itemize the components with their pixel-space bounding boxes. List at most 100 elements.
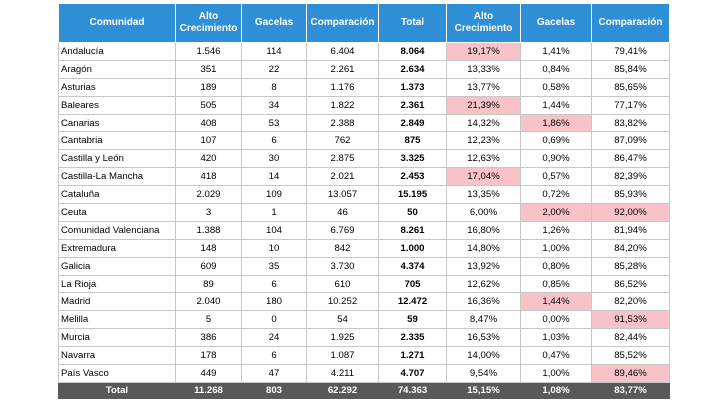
- cell-total: 59: [378, 310, 447, 330]
- cell-comunidad: Navarra: [58, 346, 176, 366]
- cell-comparacion-pct: 82,39%: [591, 167, 670, 187]
- cell-total: 50: [378, 203, 447, 222]
- table-body: Andalucía 1.546 114 6.404 8.064 19,17% 1,41% 79…: [58, 42, 670, 383]
- total-gacelas: 803: [241, 381, 307, 399]
- cell-comparacion-pct: 84,20%: [591, 238, 670, 258]
- cell-comparacion: 6.769: [306, 220, 379, 240]
- header-gacelas[interactable]: Gacelas: [241, 3, 307, 43]
- total-comparacion-pct: 83,77%: [591, 381, 670, 399]
- cell-comparacion: 1.176: [306, 77, 379, 97]
- table-row: Madrid 2.040 180 10.252 12.472 16,36% 1,44% 82,…: [58, 292, 670, 312]
- cell-gacelas-pct: 0,57%: [520, 167, 592, 187]
- cell-comunidad: Castilla y León: [58, 149, 176, 169]
- cell-comunidad: Galicia: [58, 256, 176, 276]
- cell-comunidad: Madrid: [58, 292, 176, 312]
- cell-comparacion: 2.875: [306, 149, 379, 169]
- cell-alto: 5: [175, 310, 242, 330]
- header-alto-crecimiento[interactable]: Alto Crecimiento: [175, 3, 242, 43]
- total-gacelas-pct: 1,08%: [520, 381, 592, 399]
- cell-comparacion: 3.730: [306, 256, 379, 276]
- table-row: Melilla 5 0 54 59 8,47% 0,00% 91,53%: [58, 310, 670, 330]
- cell-gacelas: 6: [241, 131, 307, 151]
- cell-comparacion: 1.925: [306, 328, 379, 348]
- cell-gacelas-pct: 1,00%: [520, 238, 592, 258]
- cell-total: 8.261: [378, 220, 447, 240]
- cell-total: 2.361: [378, 95, 447, 115]
- cell-comparacion-pct: 82,20%: [591, 292, 670, 312]
- header-comparacion[interactable]: Comparación: [306, 3, 379, 43]
- total-total: 74.363: [378, 381, 447, 399]
- header-alto-crecimiento-pct[interactable]: Alto Crecimiento: [446, 3, 521, 43]
- header-gacelas-pct[interactable]: Gacelas: [520, 3, 592, 43]
- cell-comparacion-pct: 81,94%: [591, 220, 670, 240]
- cell-gacelas: 14: [241, 167, 307, 187]
- cell-comunidad: Comunidad Valenciana: [58, 220, 176, 240]
- cell-gacelas-pct: 1,26%: [520, 220, 592, 240]
- table-row: Castilla-La Mancha 418 14 2.021 2.453 17,04% 0…: [58, 167, 670, 187]
- cell-gacelas-pct: 0,69%: [520, 131, 592, 151]
- header-comunidad[interactable]: Comunidad: [58, 3, 176, 43]
- cell-comunidad: Murcia: [58, 328, 176, 348]
- cell-gacelas-pct: 0,00%: [520, 310, 592, 330]
- cell-alto-pct: 16,80%: [446, 220, 521, 240]
- cell-gacelas: 24: [241, 328, 307, 348]
- cell-gacelas: 1: [241, 203, 307, 222]
- cell-alto-pct: 14,00%: [446, 346, 521, 366]
- cell-comparacion-pct: 85,52%: [591, 346, 670, 366]
- cell-total: 1.271: [378, 346, 447, 366]
- cell-alto: 420: [175, 149, 242, 169]
- cell-comunidad: Andalucía: [58, 42, 176, 61]
- cell-gacelas-pct: 0,72%: [520, 185, 592, 205]
- cell-alto-pct: 13,77%: [446, 77, 521, 97]
- cell-alto-pct: 19,17%: [446, 42, 521, 61]
- table-footer: Total 11.268 803 62.292 74.363 15,15% 1,…: [58, 381, 670, 399]
- cell-comparacion-pct: 85,93%: [591, 185, 670, 205]
- cell-comunidad: Asturias: [58, 77, 176, 97]
- table-row: País Vasco 449 47 4.211 4.707 9,54% 1,00% 89,46…: [58, 364, 670, 383]
- cell-gacelas: 114: [241, 42, 307, 61]
- cell-alto-pct: 13,33%: [446, 59, 521, 79]
- cell-gacelas-pct: 0,85%: [520, 274, 592, 294]
- total-comparacion: 62.292: [306, 381, 379, 399]
- cell-alto-pct: 14,80%: [446, 238, 521, 258]
- cell-comparacion: 46: [306, 203, 379, 222]
- header-total[interactable]: Total: [378, 3, 447, 43]
- cell-gacelas-pct: 0,80%: [520, 256, 592, 276]
- cell-comunidad: Aragón: [58, 59, 176, 79]
- cell-gacelas-pct: 1,03%: [520, 328, 592, 348]
- cell-comparacion: 1.822: [306, 95, 379, 115]
- cell-alto: 386: [175, 328, 242, 348]
- cell-gacelas: 8: [241, 77, 307, 97]
- cell-gacelas-pct: 1,44%: [520, 95, 592, 115]
- cell-gacelas: 35: [241, 256, 307, 276]
- cell-comparacion-pct: 89,46%: [591, 364, 670, 383]
- table-row: Galicia 609 35 3.730 4.374 13,92% 0,80% 85,28%: [58, 256, 670, 276]
- cell-alto-pct: 9,54%: [446, 364, 521, 383]
- cell-alto: 189: [175, 77, 242, 97]
- table-row: Murcia 386 24 1.925 2.335 16,53% 1,03% 82,44%: [58, 328, 670, 348]
- cell-total: 2.335: [378, 328, 447, 348]
- cell-alto: 408: [175, 113, 242, 133]
- cell-total: 3.325: [378, 149, 447, 169]
- cell-alto-pct: 12,62%: [446, 274, 521, 294]
- cell-comunidad: Canarias: [58, 113, 176, 133]
- table-row: Navarra 178 6 1.087 1.271 14,00% 0,47% 85,52%: [58, 346, 670, 366]
- cell-gacelas-pct: 2,00%: [520, 203, 592, 222]
- cell-comparacion-pct: 91,53%: [591, 310, 670, 330]
- cell-gacelas: 180: [241, 292, 307, 312]
- table-row: Andalucía 1.546 114 6.404 8.064 19,17% 1,41% 79…: [58, 42, 670, 61]
- data-table-container: Comunidad Alto Crecimiento Gacelas Compa…: [58, 3, 670, 399]
- cell-alto: 148: [175, 238, 242, 258]
- cell-comparacion: 13.057: [306, 185, 379, 205]
- cell-alto-pct: 8,47%: [446, 310, 521, 330]
- cell-total: 8.064: [378, 42, 447, 61]
- header-comparacion-pct[interactable]: Comparación: [591, 3, 670, 43]
- cell-gacelas-pct: 1,86%: [520, 113, 592, 133]
- cell-comunidad: Castilla-La Mancha: [58, 167, 176, 187]
- cell-alto: 418: [175, 167, 242, 187]
- cell-gacelas-pct: 0,84%: [520, 59, 592, 79]
- cell-total: 1.000: [378, 238, 447, 258]
- total-label: Total: [58, 381, 176, 399]
- cell-alto-pct: 12,23%: [446, 131, 521, 151]
- table-row: Ceuta 3 1 46 50 6,00% 2,00% 92,00%: [58, 203, 670, 222]
